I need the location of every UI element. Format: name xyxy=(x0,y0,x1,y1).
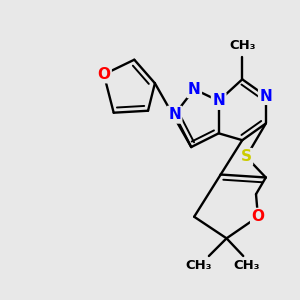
Text: O: O xyxy=(98,67,110,82)
Text: S: S xyxy=(241,149,252,164)
Text: CH₃: CH₃ xyxy=(229,40,256,52)
Text: N: N xyxy=(188,82,200,97)
Text: CH₃: CH₃ xyxy=(233,259,260,272)
Text: N: N xyxy=(260,88,272,104)
Text: O: O xyxy=(251,209,265,224)
Text: CH₃: CH₃ xyxy=(186,259,212,272)
Text: N: N xyxy=(212,93,225,108)
Text: N: N xyxy=(168,107,181,122)
